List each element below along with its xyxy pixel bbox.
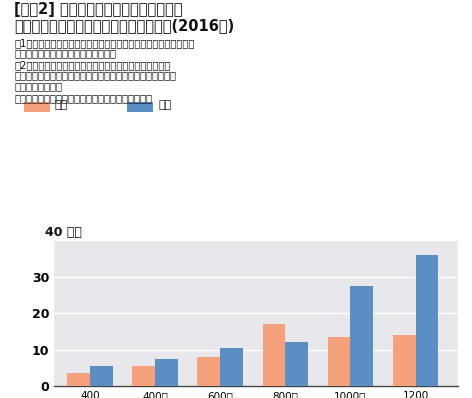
- Bar: [286, 342, 308, 386]
- Text: 40 万円: 40 万円: [45, 226, 82, 239]
- Bar: [90, 366, 113, 386]
- Bar: [197, 357, 220, 386]
- Bar: [393, 335, 415, 386]
- Bar: [350, 286, 373, 386]
- Text: 公立: 公立: [54, 100, 67, 111]
- Bar: [155, 359, 178, 386]
- Bar: [415, 256, 438, 386]
- Bar: [328, 337, 350, 386]
- Text: 私立: 私立: [158, 100, 171, 111]
- Text: 学習塾や習い事等の費用が含まれる。: 学習塾や習い事等の費用が含まれる。: [14, 49, 116, 59]
- Bar: [132, 366, 155, 386]
- Text: [図表2] 世帯年収別・学校区分別に見た: [図表2] 世帯年収別・学校区分別に見た: [14, 2, 183, 17]
- Text: 保育園児のいる世帯の状況も見たいところだが、同調査では: 保育園児のいる世帯の状況も見たいところだが、同調査では: [14, 70, 176, 80]
- Bar: [220, 348, 243, 386]
- Text: 注1：学校外活動費とは学校教育費と学校給食費以外の教育費で、: 注1：学校外活動費とは学校教育費と学校給食費以外の教育費で、: [14, 38, 194, 48]
- Text: 幼児園児のいる世帯の年間学校外活動費(2016年): 幼児園児のいる世帯の年間学校外活動費(2016年): [14, 18, 235, 33]
- Text: 資料：文部科学省「子どもの学習費調査」より作成: 資料：文部科学省「子どもの学習費調査」より作成: [14, 94, 152, 103]
- Bar: [67, 373, 90, 386]
- Text: 注2：幼稚園就園率が半数を下回って減少傾向にある中、: 注2：幼稚園就園率が半数を下回って減少傾向にある中、: [14, 60, 170, 70]
- Bar: [262, 324, 286, 386]
- Text: 把握していない。: 把握していない。: [14, 81, 62, 91]
